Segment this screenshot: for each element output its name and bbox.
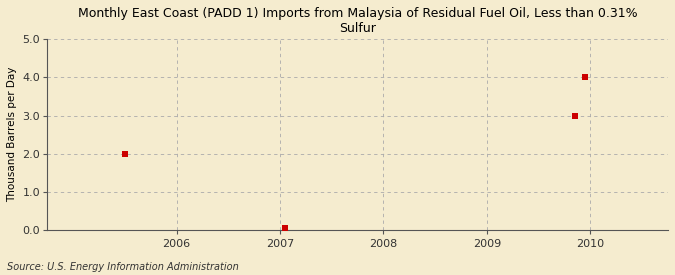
Y-axis label: Thousand Barrels per Day: Thousand Barrels per Day xyxy=(7,67,17,202)
Text: Source: U.S. Energy Information Administration: Source: U.S. Energy Information Administ… xyxy=(7,262,238,272)
Title: Monthly East Coast (PADD 1) Imports from Malaysia of Residual Fuel Oil, Less tha: Monthly East Coast (PADD 1) Imports from… xyxy=(78,7,637,35)
Point xyxy=(280,226,291,230)
Point xyxy=(580,75,591,79)
Point xyxy=(570,113,580,118)
Point xyxy=(119,152,130,156)
